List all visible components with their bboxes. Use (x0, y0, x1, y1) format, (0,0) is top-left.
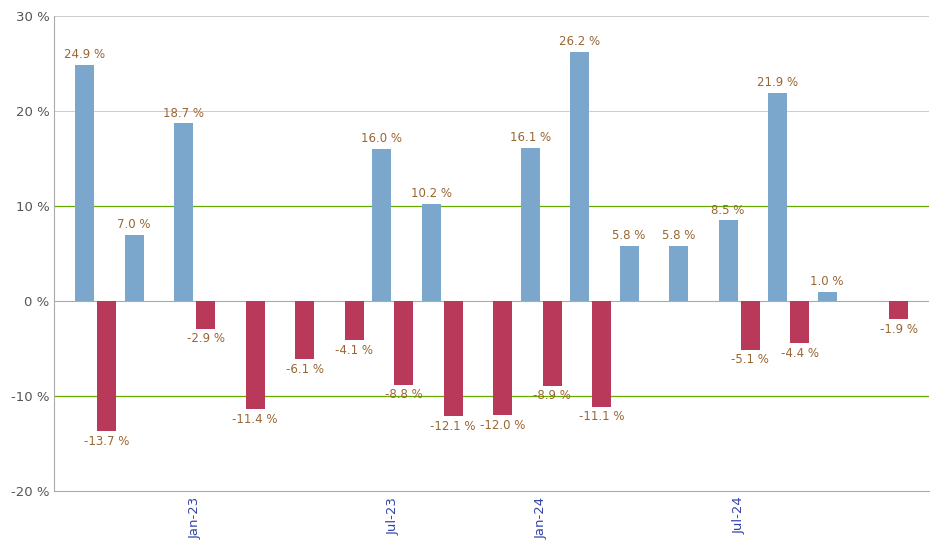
Text: 16.0 %: 16.0 % (361, 133, 402, 145)
Bar (542, 301, 562, 386)
Bar (372, 149, 391, 301)
Bar (125, 235, 144, 301)
Text: 5.8 %: 5.8 % (662, 229, 696, 242)
Text: 1.0 %: 1.0 % (810, 275, 844, 288)
Bar (790, 301, 809, 343)
Text: -4.4 %: -4.4 % (780, 346, 819, 360)
Text: -5.1 %: -5.1 % (731, 353, 769, 366)
Bar (718, 221, 738, 301)
Bar (570, 52, 589, 301)
Text: -8.9 %: -8.9 % (533, 389, 572, 403)
Text: -2.9 %: -2.9 % (187, 332, 225, 345)
Bar (75, 64, 94, 301)
Bar (669, 246, 688, 301)
Bar (741, 301, 760, 350)
Text: 24.9 %: 24.9 % (64, 48, 105, 60)
Bar (592, 301, 611, 406)
Bar (421, 204, 441, 301)
Bar (768, 93, 788, 301)
Bar (97, 301, 117, 431)
Bar (196, 301, 215, 329)
Text: -1.9 %: -1.9 % (880, 323, 917, 336)
Text: 7.0 %: 7.0 % (118, 218, 151, 231)
Bar (394, 301, 414, 384)
Text: -4.1 %: -4.1 % (336, 344, 373, 357)
Bar (295, 301, 314, 359)
Text: 18.7 %: 18.7 % (164, 107, 204, 120)
Text: -6.1 %: -6.1 % (286, 363, 323, 376)
Bar (345, 301, 364, 340)
Bar (174, 123, 194, 301)
Bar (889, 301, 908, 319)
Text: -11.1 %: -11.1 % (579, 410, 624, 424)
Bar (521, 148, 540, 301)
Text: 8.5 %: 8.5 % (712, 204, 744, 217)
Text: 10.2 %: 10.2 % (411, 188, 452, 200)
Bar (444, 301, 462, 416)
Text: -13.7 %: -13.7 % (84, 435, 130, 448)
Bar (619, 246, 639, 301)
Text: -12.1 %: -12.1 % (431, 420, 476, 433)
Text: 5.8 %: 5.8 % (613, 229, 646, 242)
Text: 16.1 %: 16.1 % (509, 131, 551, 144)
Text: 21.9 %: 21.9 % (757, 76, 798, 89)
Text: 26.2 %: 26.2 % (559, 35, 601, 48)
Text: -12.0 %: -12.0 % (480, 419, 525, 432)
Bar (494, 301, 512, 415)
Text: -8.8 %: -8.8 % (384, 388, 423, 401)
Bar (818, 292, 837, 301)
Bar (245, 301, 265, 409)
Text: -11.4 %: -11.4 % (232, 413, 278, 426)
